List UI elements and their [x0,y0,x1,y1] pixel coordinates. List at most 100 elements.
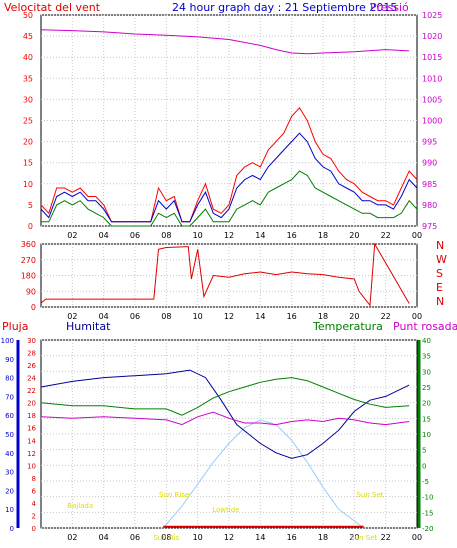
direction-x-tick-label: 18 [318,312,328,321]
pressure-y-tick-label: 1005 [422,95,442,104]
temperature-y-tick-label: 30 [422,368,431,376]
humidity-y-tick-label: 10 [5,506,14,514]
direction-y-tick-label: 360 [21,240,36,249]
rain-y-tick-label: 24 [27,375,36,383]
temperature-y-tick-label: -20 [422,525,433,533]
temperature-label: Temperatura [312,320,383,333]
compass-label: W [436,253,447,266]
rain-y-tick-label: 28 [27,350,36,358]
temperature-y-tick-label: 40 [422,337,431,345]
direction-y-tick-label: 90 [26,287,36,296]
temperature-y-tick-label: -5 [422,478,429,486]
wind-x-tick-label: 18 [318,231,328,240]
rain-y-tick-label: 30 [27,337,36,345]
wind-x-tick-label: 16 [287,231,297,240]
humidity-x-tick-label: 14 [255,533,265,542]
wind-y-tick-label: 15 [23,159,33,168]
humidity-x-tick-label: 00 [412,533,422,542]
pressure-y-tick-label: 1020 [422,32,442,41]
pressure-y-tick-label: 985 [422,180,437,189]
humidity-label: Humitat [66,320,111,333]
temperature-y-tick-label: 5 [422,447,426,455]
humidity-x-tick-label: 12 [224,533,234,542]
humidity-y-tick-label: 100 [1,337,14,345]
direction-x-tick-label: 20 [349,312,359,321]
wind-x-tick-label: 02 [67,231,77,240]
direction-x-tick-label: 00 [412,312,422,321]
wind-avg-line [40,132,418,223]
humidity-x-tick-label: 16 [287,533,297,542]
wind-y-tick-label: 5 [28,201,33,210]
humidity-x-tick-label: 22 [381,533,391,542]
humidity-y-tick-label: 80 [5,375,14,383]
rain-y-tick-label: 16 [27,425,36,433]
wind-x-tick-label: 04 [99,231,109,240]
pressure-y-tick-label: 1000 [422,117,442,126]
wind-y-tick-label: 25 [23,117,33,126]
humidity-line [40,369,410,459]
humidity-y-tick-label: 40 [5,450,14,458]
rain-y-tick-label: 22 [27,387,36,395]
pressure-y-tick-label: 1025 [422,11,442,20]
direction-x-tick-label: 12 [224,312,234,321]
rain-y-tick-label: 18 [27,412,36,420]
direction-x-tick-label: 08 [161,312,171,321]
wind-max-line [40,106,418,223]
wind-x-tick-label: 10 [193,231,203,240]
direction-line [40,242,410,307]
temperature-y-tick-label: 0 [422,462,426,470]
humidity-y-tick-label: 0 [10,525,14,533]
wind-y-tick-label: 40 [23,53,33,62]
pressure-y-tick-label: 995 [422,138,437,147]
rain-y-tick-label: 8 [32,475,36,483]
pressure-y-tick-label: 975 [422,222,437,231]
humidity-y-tick-label: 20 [5,487,14,495]
rain-y-tick-label: 26 [27,362,36,370]
event-annotation: Sun Rise [159,491,189,499]
wind-y-tick-label: 45 [23,32,33,41]
direction-x-tick-label: 02 [67,312,77,321]
direction-x-tick-label: 06 [130,312,140,321]
wind-x-tick-label: 12 [224,231,234,240]
temperature-y-tick-label: -10 [422,494,433,502]
rain-y-tick-label: 2 [32,512,36,520]
wind-y-tick-label: 35 [23,74,33,83]
pressure-label: Pressió [370,1,409,14]
chart-title: 24 hour graph day : 21 Septiembre 2015 [172,1,397,14]
compass-label: E [436,281,443,294]
direction-x-tick-label: 14 [255,312,265,321]
compass-label: S [436,267,443,280]
direction-x-tick-label: 16 [287,312,297,321]
humidity-y-tick-label: 50 [5,431,14,439]
rain-y-tick-label: 12 [27,450,36,458]
temperature-y-tick-label: 35 [422,353,431,361]
dewpoint-label: Punt rosada [393,320,457,333]
wind-y-tick-label: 50 [23,11,33,20]
event-annotation: Lowtide [212,506,239,514]
rain-y-tick-label: 4 [32,500,37,508]
pressure-y-tick-label: 990 [422,159,437,168]
humidity-y-tick-label: 30 [5,469,14,477]
rain-y-tick-label: 20 [27,400,36,408]
pressure-y-tick-label: 1010 [422,74,442,83]
humidity-y-tick-label: 60 [5,412,14,420]
humidity-x-tick-label: 20 [349,533,359,542]
pressure-y-tick-label: 1015 [422,53,442,62]
temperature-y-tick-label: 15 [422,415,431,423]
rain-y-tick-label: 14 [27,437,36,445]
wind-y-tick-label: 10 [23,180,33,189]
event-annotation: Sun Set [350,534,377,542]
wind-speed-label: Velocitat del vent [4,1,101,14]
direction-x-tick-label: 04 [99,312,109,321]
direction-x-tick-label: 22 [381,312,391,321]
temperature-line [40,377,410,416]
humidity-x-tick-label: 08 [161,533,171,542]
pressure-y-tick-label: 980 [422,201,437,210]
wind-x-tick-label: 14 [255,231,265,240]
wind-y-tick-label: 30 [23,95,33,104]
compass-label: N [436,239,444,252]
pressure-line [40,29,410,55]
direction-y-tick-label: 0 [31,303,36,312]
